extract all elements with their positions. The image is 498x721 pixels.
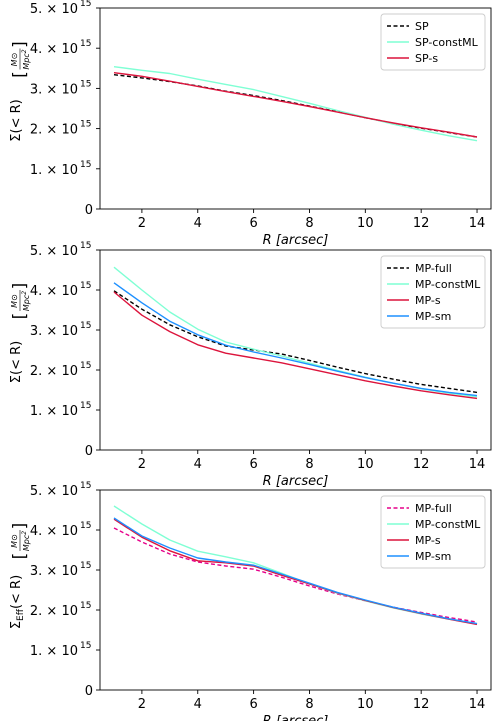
x-tick-label: 2: [138, 697, 146, 712]
chart-panel-1: 2 4 6 8 10 12 14 0 1. × 10 15 2. × 10 15 3. × 10 15 4.…: [9, 0, 492, 248]
svg-text:M⊙: M⊙: [10, 294, 19, 308]
x-tick-label: 14: [469, 457, 486, 472]
x-tick-label: 10: [357, 216, 374, 231]
svg-text:[: [: [10, 553, 30, 560]
y-tick-label: 4. × 10 15: [30, 281, 92, 299]
svg-text:M⊙: M⊙: [10, 53, 19, 67]
series-line-mp-full: [113, 290, 478, 394]
axes-frame: [99, 249, 492, 451]
x-tick-label: 10: [357, 457, 374, 472]
x-tick-label: 6: [249, 216, 257, 231]
legend-label: MP-full: [415, 502, 452, 515]
chart-panel-2: 2 4 6 8 10 12 14 0 1. × 10 15 2. × 10 15 3. × 10 15 4.…: [9, 241, 492, 489]
y-tick-label: 5. × 10 15: [30, 241, 92, 259]
svg-text:M⊙: M⊙: [10, 534, 19, 548]
legend-label: SP: [415, 20, 429, 33]
y-tick-label: 2. × 10 15: [30, 361, 92, 379]
x-axis-label: R [arcsec]: [263, 474, 329, 489]
legend-label: MP-s: [415, 534, 441, 547]
y-tick-label: 4. × 10 15: [30, 39, 92, 57]
svg-text:ΣEff(< R): ΣEff(< R): [9, 575, 26, 629]
y-tick-label: 3. × 10 15: [30, 561, 92, 579]
x-tick-label: 12: [413, 697, 430, 712]
x-axis-label: R [arcsec]: [263, 233, 329, 248]
y-tick-label: 2. × 10 15: [30, 601, 92, 619]
legend-label: MP-sm: [415, 550, 451, 563]
y-tick-label: 0: [85, 684, 93, 699]
x-tick-label: 8: [305, 457, 313, 472]
legend-label: SP-s: [415, 52, 438, 65]
series-line-sp-s: [113, 72, 478, 138]
legend-box: [380, 255, 486, 329]
x-tick-label: 10: [357, 697, 374, 712]
y-tick-label: 0: [85, 203, 93, 218]
y-tick-label: 5. × 10 15: [30, 481, 92, 499]
x-tick-label: 2: [138, 216, 146, 231]
legend: MP-full MP-constML MP-s MP-sm: [380, 255, 486, 329]
axes-frame: [99, 7, 492, 210]
legend-label: MP-full: [415, 262, 452, 275]
x-tick-label: 14: [469, 216, 486, 231]
svg-text:Σ(< R): Σ(< R): [9, 341, 24, 383]
svg-text:Mpc2: Mpc2: [21, 49, 31, 69]
legend: SP SP-constML SP-s: [380, 13, 486, 71]
y-tick-label: 1. × 10 15: [30, 160, 92, 178]
svg-text:]: ]: [10, 41, 30, 48]
series-line-sp-constml: [113, 66, 478, 142]
x-tick-label: 8: [305, 697, 313, 712]
x-tick-label: 12: [413, 216, 430, 231]
y-axis-label: ΣEff(< R) [ M⊙ Mpc2]: [9, 523, 31, 629]
x-tick-label: 2: [138, 457, 146, 472]
series-line-mp-sm: [113, 282, 478, 397]
x-tick-label: 6: [249, 697, 257, 712]
legend-label: MP-constML: [415, 518, 481, 531]
svg-text:[: [: [10, 313, 30, 320]
x-tick-label: 4: [194, 216, 202, 231]
x-axis-label: R [arcsec]: [263, 714, 329, 721]
svg-text:[: [: [10, 71, 30, 78]
series-line-mp-sm: [113, 517, 478, 625]
x-tick-label: 4: [194, 697, 202, 712]
y-axis-label: Σ(< R) [ M⊙ Mpc2]: [9, 41, 31, 142]
legend-label: MP-constML: [415, 278, 481, 291]
axes-frame: [99, 489, 492, 691]
svg-text:Σ(< R): Σ(< R): [9, 99, 24, 141]
x-tick-label: 12: [413, 457, 430, 472]
x-tick-label: 14: [469, 697, 486, 712]
y-tick-label: 1. × 10 15: [30, 641, 92, 659]
legend-label: MP-sm: [415, 310, 451, 323]
legend: MP-full MP-constML MP-s MP-sm: [380, 495, 486, 569]
series-line-mp-s: [113, 291, 478, 400]
svg-text:Mpc2: Mpc2: [21, 531, 31, 551]
svg-text:]: ]: [10, 283, 30, 290]
svg-text:Mpc2: Mpc2: [21, 291, 31, 311]
legend-box: [380, 13, 486, 71]
legend-label: SP-constML: [415, 36, 479, 49]
y-axis-label: Σ(< R) [ M⊙ Mpc2]: [9, 283, 31, 384]
y-tick-label: 4. × 10 15: [30, 521, 92, 539]
legend-box: [380, 495, 486, 569]
chart-panel-3: 2 4 6 8 10 12 14 0 1. × 10 15 2. × 10 15 3. × 10 15 4.…: [9, 481, 492, 721]
x-tick-label: 4: [194, 457, 202, 472]
legend-label: MP-s: [415, 294, 441, 307]
y-tick-label: 2. × 10 15: [30, 120, 92, 138]
y-tick-label: 0: [85, 444, 93, 459]
y-tick-label: 1. × 10 15: [30, 401, 92, 419]
y-tick-label: 5. × 10 15: [30, 0, 92, 17]
y-tick-label: 3. × 10 15: [30, 321, 92, 339]
x-tick-label: 6: [249, 457, 257, 472]
y-tick-label: 3. × 10 15: [30, 79, 92, 97]
svg-text:]: ]: [10, 523, 30, 530]
x-tick-label: 8: [305, 216, 313, 231]
